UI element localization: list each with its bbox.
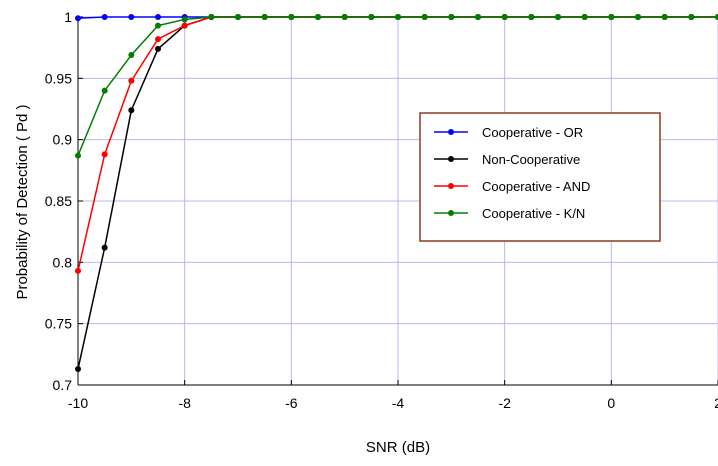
- data-point: [75, 366, 81, 373]
- data-point: [315, 14, 321, 20]
- y-tick-label: 0.7: [53, 377, 73, 393]
- y-tick-label: 0.95: [45, 70, 72, 86]
- legend-swatch-marker: [448, 210, 454, 216]
- data-point: [155, 36, 161, 43]
- data-point: [155, 22, 161, 29]
- y-tick-label: 0.75: [45, 316, 72, 332]
- data-point: [448, 14, 455, 20]
- data-point: [101, 14, 108, 20]
- data-point: [475, 14, 481, 20]
- data-point: [128, 14, 135, 20]
- data-point: [608, 14, 615, 20]
- data-point: [368, 14, 375, 20]
- y-tick-label: 0.8: [53, 254, 73, 270]
- y-tick-label: 0.85: [45, 193, 72, 209]
- data-point: [181, 16, 188, 23]
- legend: Cooperative - OR Non-Cooperative Cooperati…: [419, 112, 661, 242]
- y-tick-label: 0.9: [53, 132, 73, 148]
- x-tick-label: 0: [607, 395, 615, 411]
- data-point: [128, 52, 135, 59]
- legend-entry-label: Non-Cooperative: [482, 152, 580, 167]
- x-tick-label: -10: [68, 395, 88, 411]
- data-point: [128, 107, 135, 114]
- tick-labels: -10 -8 -6 -4 -2 0 2 0.7 0.75 0.8 0.85 0.9 0.95 1: [45, 9, 718, 411]
- x-tick-label: -8: [178, 395, 191, 411]
- x-tick-label: -2: [498, 395, 511, 411]
- data-point: [155, 14, 161, 20]
- data-point: [341, 14, 348, 20]
- data-point: [261, 14, 268, 20]
- data-point: [501, 14, 508, 20]
- legend-swatch-marker: [448, 183, 454, 189]
- x-axis-label: SNR (dB): [366, 439, 430, 456]
- legend-entry-label: Cooperative - OR: [482, 125, 583, 140]
- data-point: [688, 14, 695, 20]
- data-point: [75, 15, 81, 22]
- data-point: [75, 152, 81, 159]
- data-point: [101, 151, 108, 158]
- data-point: [581, 14, 588, 20]
- legend-entry-label: Cooperative - AND: [482, 179, 590, 194]
- data-point: [635, 14, 641, 20]
- axes: [77, 16, 718, 386]
- x-tick-label: -6: [285, 395, 298, 411]
- series-4: [75, 14, 718, 159]
- data-point: [101, 87, 108, 94]
- data-point: [421, 14, 428, 20]
- series: [75, 14, 718, 373]
- x-tick-label: -4: [392, 395, 405, 411]
- data-point: [528, 14, 535, 20]
- legend-entry-label: Cooperative - K/N: [482, 206, 585, 221]
- data-point: [288, 14, 295, 20]
- legend-swatch-marker: [448, 129, 454, 135]
- data-point: [181, 22, 188, 29]
- data-point: [128, 77, 135, 84]
- data-point: [155, 45, 161, 52]
- data-point: [75, 267, 81, 274]
- legend-swatch-marker: [448, 156, 454, 162]
- data-point: [208, 14, 215, 20]
- y-tick-label: 1: [64, 9, 72, 25]
- data-point: [715, 14, 718, 20]
- x-tick-label: 2: [714, 395, 718, 411]
- data-point: [555, 14, 561, 20]
- data-point: [661, 14, 668, 20]
- data-point: [101, 244, 108, 251]
- y-axis-label: Probability of Detection ( Pd ): [14, 104, 31, 299]
- data-point: [235, 14, 241, 20]
- legend-box: [419, 112, 661, 242]
- data-point: [395, 14, 401, 20]
